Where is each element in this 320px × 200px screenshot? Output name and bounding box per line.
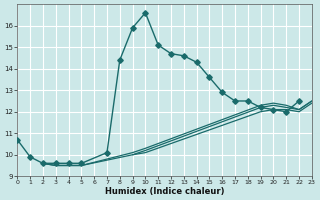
X-axis label: Humidex (Indice chaleur): Humidex (Indice chaleur) bbox=[105, 187, 224, 196]
